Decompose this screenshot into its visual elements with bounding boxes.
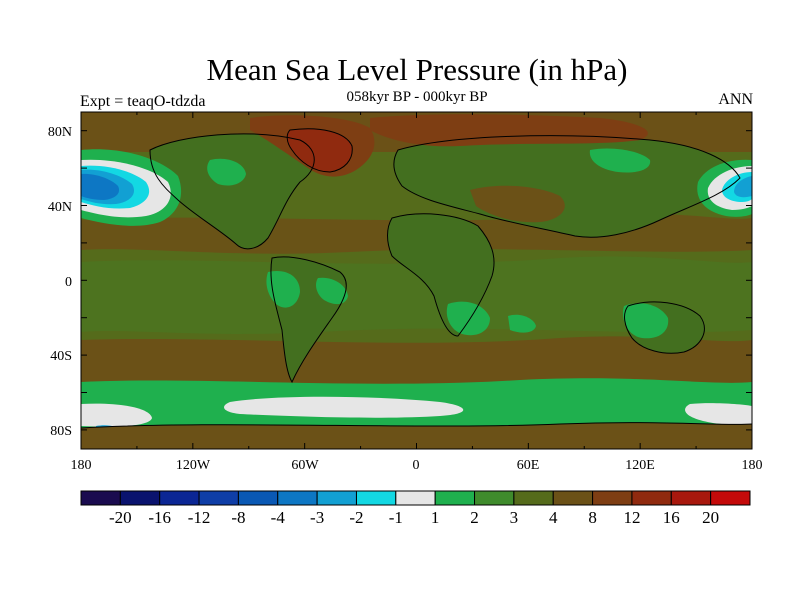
colorbar-swatch [198,490,239,506]
colorbar-label: -8 [231,508,245,527]
colorbar-swatch [670,490,712,506]
colorbar-label: -4 [271,508,286,527]
colorbar-label: 20 [702,508,719,527]
colorbar-label: -3 [310,508,324,527]
lat-labels: 80N 40N 0 40S 80S [48,125,72,439]
lat-label-80s: 80S [50,424,72,439]
field-band-tropics [81,256,752,334]
anomaly-npacific-west-blue [81,173,120,200]
colorbar-swatch [513,490,554,506]
anomaly-southern-ocean-white2 [224,396,464,418]
land-eurasia [393,135,740,238]
anomaly-patch-indonesia [622,303,669,339]
lon-label-180w: 180 [71,458,92,473]
colorbar-label: 12 [623,508,640,527]
colorbar-swatch [395,490,436,506]
colorbar-label: -16 [148,508,171,527]
colorbar-swatch [159,490,200,506]
anomaly-patch-canada [207,158,246,186]
colorbar-label: 1 [431,508,440,527]
anomaly-npacific-east-blue [734,176,752,198]
colorbar-label: 3 [510,508,519,527]
coastlines [81,128,752,429]
anomaly-southern-ocean-white3 [685,403,752,425]
colorbar-label: 2 [470,508,479,527]
lon-label-180e: 180 [742,458,763,473]
colorbar-swatch [710,490,751,506]
colorbar-label: -2 [349,508,363,527]
coast-north-america [149,133,315,250]
coast-greenland [286,128,353,173]
lat-label-40n: 40N [48,200,72,215]
lon-label-0: 0 [413,458,420,473]
lon-label-120w: 120W [176,458,211,473]
colorbar-swatch [434,490,476,506]
axis-ticks [80,112,753,449]
coast-south-america [270,256,347,384]
colorbar-swatch [237,490,279,506]
colorbar-swatch [80,490,121,506]
coast-australia [624,301,705,354]
lon-label-60e: 60E [517,458,540,473]
colorbar-swatch [277,490,318,506]
colorbar-label: -12 [188,508,211,527]
experiment-label: Expt = teaqO-tdzda [80,93,206,110]
anomaly-patch-atlantic [316,277,348,305]
colorbar-swatch [631,490,672,506]
lon-label-60w: 60W [291,458,319,473]
lat-label-80n: 80N [48,125,72,140]
map-subtitle: 058kyr BP - 000kyr BP [346,89,488,105]
anomaly-arctic-high [370,114,648,147]
map-title: Mean Sea Level Pressure (in hPa) [206,52,628,87]
colorbar-labels: -20 -16 -12 -8 -4 -3 -2 -1 1 2 3 4 8 12 16 20 [109,508,719,527]
colorbar-swatch [316,490,357,506]
land-north-america [150,133,315,249]
anomaly-southern-ocean-white [81,403,152,427]
coast-eurasia [393,135,741,238]
colorbar-label: 8 [588,508,597,527]
map-field [81,112,752,449]
coast-africa [387,213,495,337]
coast-antarctica [81,422,752,429]
colorbar-swatch [592,490,633,506]
colorbar-label: 16 [663,508,680,527]
lat-label-0: 0 [65,275,72,290]
field-band-sh [81,336,752,392]
colorbar-swatch [119,490,161,506]
colorbar [80,490,751,506]
anomaly-antarctic-high [81,422,752,449]
lat-label-40s: 40S [50,349,72,364]
anomaly-patch-siberia [589,148,651,173]
anomaly-patch-africa-south [446,301,490,336]
anomaly-greenland-core [287,128,353,172]
lon-label-120e: 120E [625,458,655,473]
anomaly-patch-caribbean [266,270,300,308]
anomaly-patch-indian-ocean [508,314,536,333]
colorbar-swatch [552,490,594,506]
lon-labels: 180 120W 60W 0 60E 120E 180 [71,458,763,473]
colorbar-label: -20 [109,508,132,527]
season-label: ANN [718,91,753,108]
colorbar-label: 4 [549,508,558,527]
anomaly-eurasia-high [470,185,565,223]
colorbar-label: -1 [389,508,403,527]
colorbar-swatch [355,490,397,506]
colorbar-swatch [474,490,515,506]
